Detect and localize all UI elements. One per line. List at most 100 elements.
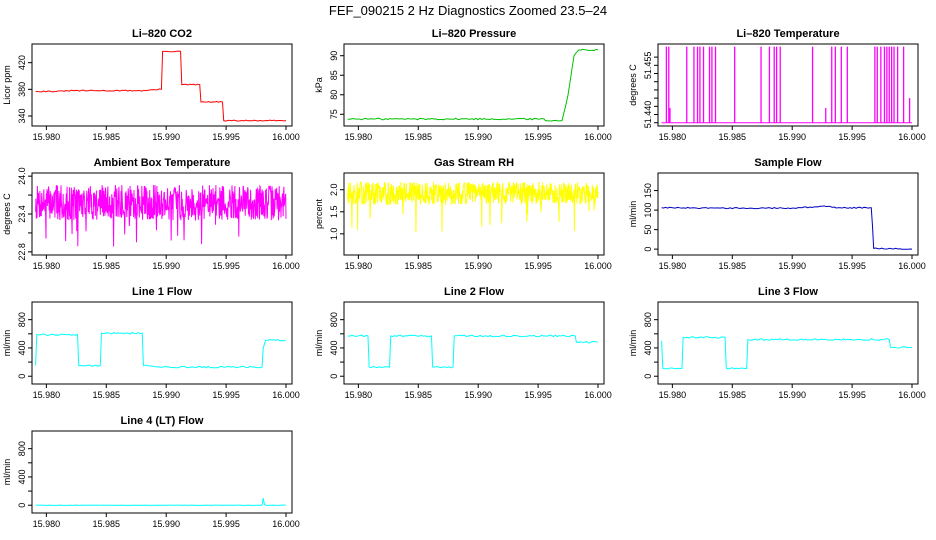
y-tick-label: 800 <box>17 441 27 456</box>
panel-title: Li–820 CO2 <box>132 28 192 40</box>
panel-3: Ambient Box Temperature 15.980 15.985 15.99… <box>2 157 300 271</box>
y-tick-label: 1.0 <box>329 228 339 241</box>
x-tick-label: 15.980 <box>659 132 687 142</box>
panel-9: Line 4 (LT) Flow 15.980 15.985 15.990 15.995… <box>2 415 300 529</box>
y-axis-label: ml/min <box>2 459 12 486</box>
x-tick-label: 15.980 <box>345 132 373 142</box>
x-tick-label: 16.000 <box>584 261 612 271</box>
x-tick-label: 15.995 <box>524 132 552 142</box>
x-tick-label: 15.995 <box>838 390 866 400</box>
x-tick-label: 16.000 <box>272 132 300 142</box>
y-tick-label: 85 <box>329 70 339 80</box>
panel-4: Gas Stream RH 15.980 15.985 15.990 15.995 16.… <box>314 157 612 271</box>
x-tick-label: 16.000 <box>272 261 300 271</box>
y-axis-label: degrees C <box>2 193 12 235</box>
x-tick-label: 15.980 <box>33 519 61 529</box>
panel-8: Line 3 Flow 15.980 15.985 15.990 15.995 16.00… <box>628 286 926 400</box>
plot-frame <box>657 301 919 385</box>
x-tick-label: 15.990 <box>778 261 806 271</box>
x-tick-label: 16.000 <box>898 261 926 271</box>
panel-6: Line 1 Flow 15.980 15.985 15.990 15.995 16.00… <box>2 286 300 400</box>
panel-title: Li–820 Temperature <box>736 28 839 40</box>
x-tick-label: 15.995 <box>212 261 240 271</box>
x-tick-label: 16.000 <box>272 390 300 400</box>
x-tick-label: 15.990 <box>152 390 180 400</box>
y-tick-label: 0 <box>17 374 27 379</box>
plot-frame <box>657 43 919 127</box>
y-tick-label: 800 <box>643 312 653 327</box>
series-line <box>347 181 599 232</box>
x-tick-label: 15.990 <box>778 132 806 142</box>
panel-1: Li–820 Pressure 15.980 15.985 15.990 15.995 1… <box>314 28 612 142</box>
y-tick-label: 0 <box>329 374 339 379</box>
y-tick-label: 80 <box>329 90 339 100</box>
x-tick-label: 15.980 <box>345 390 373 400</box>
y-axis-label: percent <box>314 198 324 229</box>
x-tick-label: 15.985 <box>719 390 747 400</box>
panel-2: Li–820 Temperature 15.980 15.985 15.990 15.9… <box>628 28 926 142</box>
plot-frame <box>343 301 605 385</box>
x-tick-label: 16.000 <box>584 390 612 400</box>
y-tick-label: 0 <box>643 374 653 379</box>
panel-title: Line 3 Flow <box>758 286 818 298</box>
y-tick-label: 23.4 <box>17 205 27 223</box>
x-tick-label: 15.995 <box>524 390 552 400</box>
panel-title: Line 2 Flow <box>444 286 504 298</box>
y-tick-label: 0 <box>17 503 27 508</box>
y-tick-label: 22.8 <box>17 243 27 261</box>
y-tick-label: 420 <box>17 55 27 70</box>
x-tick-label: 16.000 <box>898 390 926 400</box>
y-tick-label: 400 <box>643 340 653 355</box>
y-tick-label: 800 <box>329 312 339 327</box>
series-line <box>347 48 599 122</box>
panel-title: Gas Stream RH <box>434 157 514 169</box>
x-tick-label: 15.995 <box>212 390 240 400</box>
x-tick-label: 15.985 <box>405 390 433 400</box>
y-tick-label: 90 <box>329 51 339 61</box>
panel-title: Sample Flow <box>754 157 822 169</box>
series-line <box>35 331 287 369</box>
y-tick-label: 400 <box>17 340 27 355</box>
y-tick-label: 24.0 <box>17 167 27 185</box>
x-tick-label: 15.990 <box>464 261 492 271</box>
y-tick-label: 380 <box>17 82 27 97</box>
y-tick-label: 150 <box>643 183 653 198</box>
y-tick-label: 2.0 <box>329 183 339 196</box>
y-tick-label: 400 <box>17 469 27 484</box>
x-tick-label: 15.985 <box>93 390 121 400</box>
x-tick-label: 16.000 <box>584 132 612 142</box>
x-tick-label: 15.985 <box>93 519 121 529</box>
x-tick-label: 15.990 <box>152 132 180 142</box>
x-tick-label: 15.990 <box>152 261 180 271</box>
x-tick-label: 15.985 <box>405 261 433 271</box>
plot-frame <box>31 43 293 127</box>
x-tick-label: 15.980 <box>33 132 61 142</box>
figure-title: FEF_090215 2 Hz Diagnostics Zoomed 23.5–… <box>329 3 607 18</box>
panel-title: Ambient Box Temperature <box>94 157 231 169</box>
y-tick-label: 75 <box>329 109 339 119</box>
x-tick-label: 15.990 <box>464 390 492 400</box>
y-tick-label: 800 <box>17 312 27 327</box>
x-tick-label: 15.995 <box>212 519 240 529</box>
y-axis-label: Licor ppm <box>2 65 12 105</box>
y-tick-label: 51.455 <box>643 52 653 80</box>
series-line <box>35 498 287 506</box>
series-line <box>661 205 913 250</box>
y-tick-label: 1.5 <box>329 206 339 219</box>
y-tick-label: 50 <box>643 225 653 235</box>
y-axis-label: ml/min <box>628 201 638 228</box>
x-tick-label: 15.985 <box>405 132 433 142</box>
y-tick-label: 0 <box>643 247 653 252</box>
x-tick-label: 15.980 <box>659 390 687 400</box>
y-axis-label: ml/min <box>314 330 324 357</box>
plot-frame <box>31 301 293 385</box>
y-axis-label: ml/min <box>2 330 12 357</box>
series-line <box>35 184 287 247</box>
panel-5: Sample Flow 15.980 15.985 15.990 15.995 16.00… <box>628 157 926 271</box>
x-tick-label: 15.995 <box>524 261 552 271</box>
x-tick-label: 15.985 <box>719 261 747 271</box>
x-tick-label: 15.995 <box>838 132 866 142</box>
x-tick-label: 16.000 <box>898 132 926 142</box>
x-tick-label: 15.990 <box>464 132 492 142</box>
